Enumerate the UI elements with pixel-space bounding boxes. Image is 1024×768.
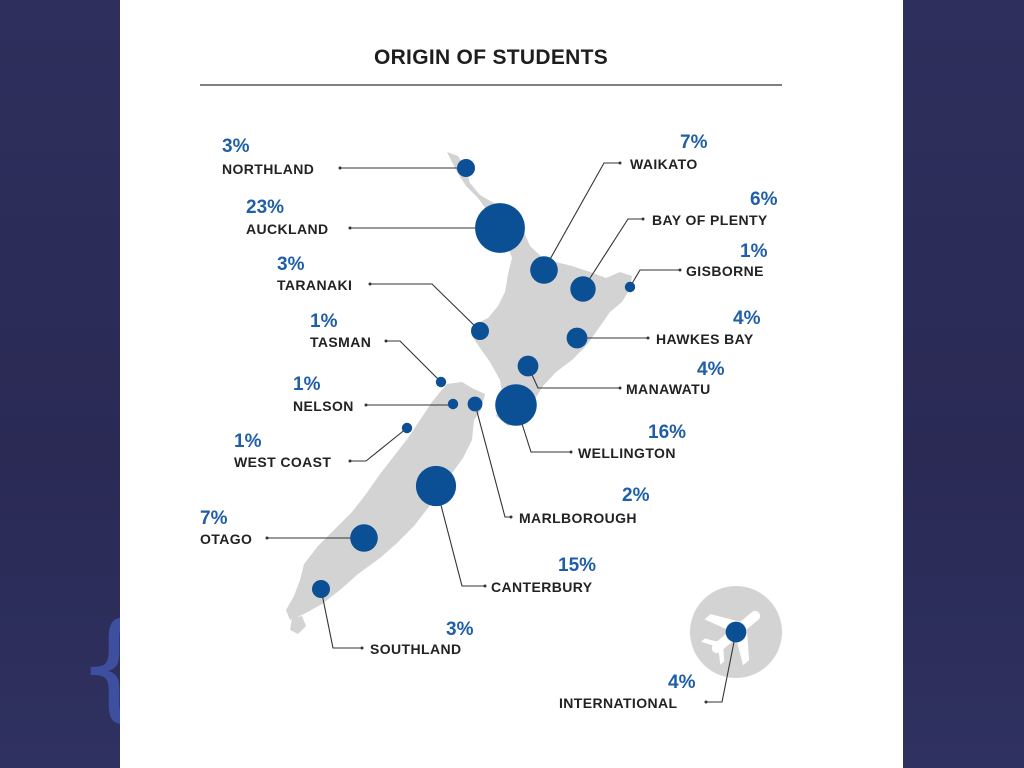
bubble-northland xyxy=(457,159,475,177)
west-coast-label: WEST COAST xyxy=(234,454,331,470)
international-percent: 4% xyxy=(668,672,696,693)
bubble-manawatu xyxy=(517,355,539,377)
bubble-nelson xyxy=(447,398,459,410)
bay-of-plenty-label: BAY OF PLENTY xyxy=(652,212,768,228)
hawkes-bay-label: HAWKES BAY xyxy=(656,331,754,347)
taranaki-percent: 3% xyxy=(277,254,305,275)
bubbles xyxy=(312,159,747,643)
canterbury-percent: 15% xyxy=(558,555,596,576)
gisborne-percent: 1% xyxy=(740,241,768,262)
bay-of-plenty-percent: 6% xyxy=(750,189,778,210)
southland-label: SOUTHLAND xyxy=(370,641,461,657)
wellington-label: WELLINGTON xyxy=(578,445,676,461)
leader-dots xyxy=(265,161,708,704)
otago-label: OTAGO xyxy=(200,531,252,547)
taranaki-label: TARANAKI xyxy=(277,277,352,293)
bubble-tasman xyxy=(435,376,447,388)
auckland-label: AUCKLAND xyxy=(246,221,329,237)
otago-percent: 7% xyxy=(200,508,228,529)
tasman-label: TASMAN xyxy=(310,334,371,350)
west-coast-percent: 1% xyxy=(234,431,262,452)
infographic-card: ORIGIN OF STUDENTS xyxy=(120,0,903,768)
tasman-percent: 1% xyxy=(310,311,338,332)
auckland-percent: 23% xyxy=(246,197,284,218)
gisborne-label: GISBORNE xyxy=(686,263,764,279)
northland-percent: 3% xyxy=(222,136,250,157)
waikato-percent: 7% xyxy=(680,132,708,153)
bubble-waikato xyxy=(530,256,558,284)
bubble-wellington xyxy=(495,384,537,426)
nelson-label: NELSON xyxy=(293,398,354,414)
south-island-shape xyxy=(286,382,485,620)
bubble-southland xyxy=(312,580,330,598)
north-island-shape xyxy=(447,152,632,426)
bubble-international xyxy=(725,621,747,643)
bubble-marlborough xyxy=(467,396,483,412)
marlborough-label: MARLBOROUGH xyxy=(519,510,637,526)
bubble-bay-of-plenty xyxy=(570,276,596,302)
stewart-island-shape xyxy=(290,616,306,634)
hawkes-bay-percent: 4% xyxy=(733,308,761,329)
marlborough-percent: 2% xyxy=(622,485,650,506)
southland-percent: 3% xyxy=(446,619,474,640)
manawatu-percent: 4% xyxy=(697,359,725,380)
bubble-west-coast xyxy=(401,422,413,434)
origin-map: ORIGIN OF STUDENTS xyxy=(200,46,782,711)
bubble-gisborne xyxy=(624,281,636,293)
canterbury-label: CANTERBURY xyxy=(491,579,593,595)
bubble-taranaki xyxy=(471,322,489,340)
manawatu-label: MANAWATU xyxy=(626,381,711,397)
bubble-auckland xyxy=(475,203,525,253)
nelson-percent: 1% xyxy=(293,374,321,395)
bubble-otago xyxy=(350,524,378,552)
bubble-hawkes-bay xyxy=(566,327,588,349)
international-label: INTERNATIONAL xyxy=(559,695,678,711)
page-title: ORIGIN OF STUDENTS xyxy=(374,46,608,69)
waikato-label: WAIKATO xyxy=(630,156,698,172)
northland-label: NORTHLAND xyxy=(222,161,314,177)
wellington-percent: 16% xyxy=(648,422,686,443)
bubble-canterbury xyxy=(415,465,457,507)
